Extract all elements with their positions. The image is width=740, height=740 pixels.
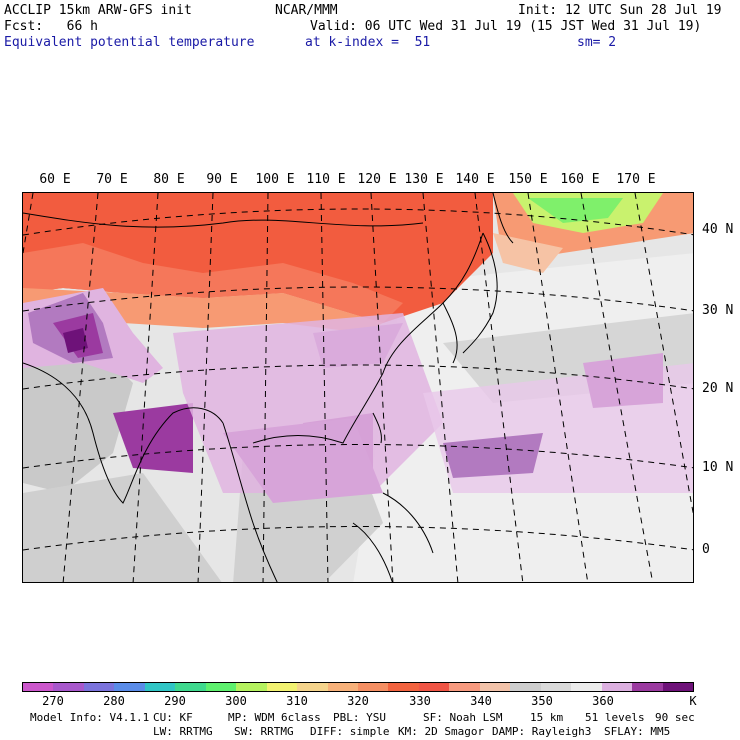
lon-label: 150 E	[508, 172, 548, 187]
colorbar-swatch	[479, 683, 511, 691]
colorbar-swatch	[357, 683, 389, 691]
colorbar-swatch	[144, 683, 176, 691]
lat-label: 10 N	[702, 460, 734, 475]
colorbar-swatch	[266, 683, 298, 691]
sf-scheme: SF: Noah LSM	[423, 711, 503, 724]
colorbar-swatch	[418, 683, 450, 691]
cu-scheme: CU: KF	[153, 711, 193, 724]
lon-label: 170 E	[616, 172, 656, 187]
colorbar-swatch	[662, 683, 693, 691]
colorbar-swatch	[205, 683, 237, 691]
colorbar-swatch	[114, 683, 145, 691]
lon-label: 110 E	[306, 172, 346, 187]
colorbar-swatch	[23, 683, 54, 691]
colorbar-label: 330	[409, 694, 431, 708]
colorbar-swatch	[510, 683, 541, 691]
lon-label: 120 E	[357, 172, 397, 187]
colorbar	[22, 682, 694, 692]
colorbar-label: 270	[42, 694, 64, 708]
colorbar-label: 290	[164, 694, 186, 708]
institution-label: NCAR/MMM	[275, 3, 338, 18]
colorbar-label: 300	[225, 694, 247, 708]
lat-label: 0	[702, 542, 710, 557]
colorbar-swatch	[53, 683, 84, 691]
colorbar-swatch	[540, 683, 572, 691]
colorbar-swatch	[632, 683, 663, 691]
smoothing-label: sm= 2	[577, 35, 617, 50]
lon-label: 80 E	[153, 172, 185, 187]
damp-scheme: DAMP: Rayleigh3	[492, 725, 592, 738]
mp-scheme: MP: WDM 6class	[228, 711, 321, 724]
lon-label: 100 E	[255, 172, 295, 187]
colorbar-label: 340	[470, 694, 492, 708]
field-name: Equivalent potential temperature	[4, 35, 255, 50]
lat-label: 30 N	[702, 303, 734, 318]
lw-scheme: LW: RRTMG	[153, 725, 213, 738]
sw-scheme: SW: RRTMG	[234, 725, 294, 738]
lon-label: 140 E	[455, 172, 495, 187]
lon-label: 60 E	[39, 172, 71, 187]
colorbar-swatch	[83, 683, 115, 691]
colorbar-label: 320	[347, 694, 369, 708]
pbl-scheme: PBL: YSU	[333, 711, 386, 724]
model-title: ACCLIP 15km ARW-GFS init	[4, 3, 192, 18]
colorbar-swatch	[327, 683, 358, 691]
levels: 51 levels	[585, 711, 645, 724]
init-time: Init: 12 UTC Sun 28 Jul 19	[518, 3, 722, 18]
colorbar-label: 280	[103, 694, 125, 708]
lon-label: 160 E	[560, 172, 600, 187]
colorbar-swatch	[571, 683, 602, 691]
colorbar-unit: K	[689, 694, 697, 708]
colorbar-label: 350	[531, 694, 553, 708]
resolution: 15 km	[530, 711, 564, 724]
lon-label: 90 E	[206, 172, 238, 187]
sflay-scheme: SFLAY: MM5	[604, 725, 671, 738]
k-index-label: at k-index = 51	[305, 35, 431, 50]
map-panel	[22, 192, 694, 583]
colorbar-swatch	[297, 683, 328, 691]
timestep: 90 sec	[655, 711, 695, 724]
lat-label: 40 N	[702, 222, 734, 237]
lon-label: 130 E	[404, 172, 444, 187]
colorbar-swatch	[236, 683, 267, 691]
forecast-hour: Fcst: 66 h	[4, 19, 98, 34]
equivalent-potential-temperature-map	[23, 193, 693, 582]
lat-label: 20 N	[702, 381, 734, 396]
model-info: Model Info: V4.1.1	[30, 711, 150, 724]
valid-time: Valid: 06 UTC Wed 31 Jul 19 (15 JST Wed …	[310, 19, 702, 34]
km-scheme: KM: 2D Smagor	[398, 725, 485, 738]
lon-label: 70 E	[96, 172, 128, 187]
colorbar-swatch	[449, 683, 480, 691]
diff-scheme: DIFF: simple	[310, 725, 390, 738]
colorbar-label: 310	[286, 694, 308, 708]
colorbar-swatch	[601, 683, 633, 691]
colorbar-swatch	[388, 683, 419, 691]
colorbar-swatch	[175, 683, 206, 691]
colorbar-label: 360	[592, 694, 614, 708]
